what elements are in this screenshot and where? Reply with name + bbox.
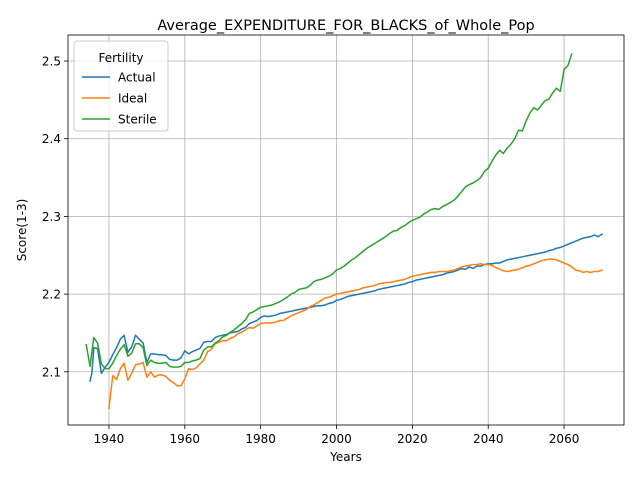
y-axis-label: Score(1-3) bbox=[15, 199, 29, 262]
plot-frame bbox=[67, 34, 625, 426]
legend-label-actual: Actual bbox=[118, 71, 156, 85]
x-tick-label: 2020 bbox=[397, 432, 428, 446]
x-tick-label: 1940 bbox=[94, 432, 125, 446]
x-tick-label: 2060 bbox=[549, 432, 580, 446]
legend-items: Actual Ideal Sterile bbox=[82, 71, 157, 127]
x-axis-label: Years bbox=[329, 450, 362, 464]
grid bbox=[68, 35, 624, 425]
legend-label-sterile: Sterile bbox=[118, 113, 157, 127]
series-layer bbox=[85, 53, 604, 410]
x-tick-label: 2040 bbox=[473, 432, 504, 446]
legend-title: Fertility bbox=[98, 51, 143, 65]
y-tick-label: 2.4 bbox=[42, 132, 61, 146]
y-tick-label: 2.1 bbox=[42, 365, 61, 379]
series-line-sterile bbox=[85, 53, 573, 370]
x-tick-label: 1960 bbox=[170, 432, 201, 446]
x-tick-label: 2000 bbox=[321, 432, 352, 446]
series-line-ideal bbox=[108, 258, 603, 410]
series-line-actual bbox=[89, 233, 604, 383]
y-tick-label: 2.5 bbox=[42, 55, 61, 69]
legend: Fertility Actual Ideal Sterile bbox=[73, 40, 169, 132]
x-tick-label: 1980 bbox=[245, 432, 276, 446]
chart-title: Average_EXPENDITURE_FOR_BLACKS_of_Whole_… bbox=[157, 18, 534, 34]
y-axis: 2.1 2.2 2.3 2.4 2.5 bbox=[42, 55, 68, 379]
y-tick-label: 2.2 bbox=[42, 288, 61, 302]
y-tick-label: 2.3 bbox=[42, 210, 61, 224]
legend-box bbox=[73, 40, 169, 132]
legend-label-ideal: Ideal bbox=[118, 92, 147, 106]
x-axis: 1940 1960 1980 2000 2020 2040 2060 bbox=[94, 425, 580, 446]
